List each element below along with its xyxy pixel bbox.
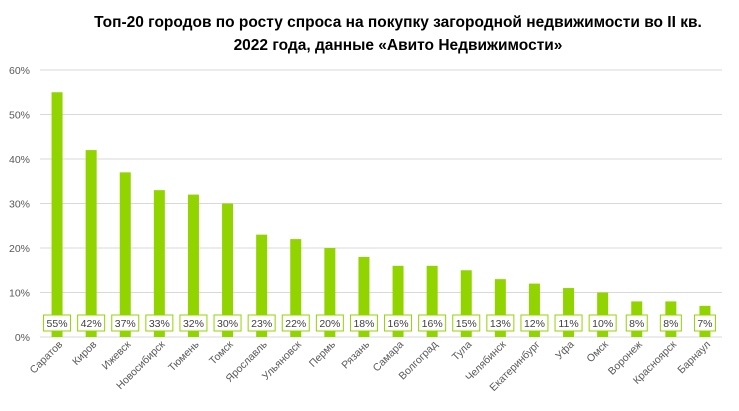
x-tick-label: Уфа <box>553 339 577 363</box>
data-label: 33% <box>149 318 170 330</box>
data-label-box <box>111 314 140 332</box>
chart-title: Топ-20 городов по росту спроса на покупк… <box>94 14 702 54</box>
bar <box>426 265 438 337</box>
bar <box>119 172 131 337</box>
data-label-box <box>179 314 208 332</box>
chart-title-line-2: 2022 года, данные «Авито Недвижимости» <box>234 37 563 54</box>
data-label: 11% <box>558 318 578 330</box>
y-axis: 0% 10% 20% 30% 40% 50% 60% <box>9 65 30 344</box>
data-label: 55% <box>47 318 68 330</box>
x-tick-label: Тюмень <box>166 338 202 374</box>
data-label: 7% <box>697 318 712 330</box>
data-labels: 55% 42% 37% 33% 32% 30% 23% 22% 20% 18% 16% 16% 15% 1… <box>43 314 716 332</box>
x-tick-label: Пермь <box>307 338 338 369</box>
y-tick-label: 10% <box>9 288 30 300</box>
x-tick-label: Тула <box>450 339 475 364</box>
data-label-box <box>418 314 447 332</box>
data-label: 42% <box>81 318 102 330</box>
y-tick-label: 60% <box>9 65 30 77</box>
x-tick-label: Омск <box>584 338 611 365</box>
data-label: 13% <box>490 318 511 330</box>
x-tick-label: Рязань <box>339 338 372 371</box>
x-tick-label: Ижевск <box>100 338 134 372</box>
bar <box>494 279 506 337</box>
gridlines <box>40 69 722 338</box>
data-label: 16% <box>388 318 409 330</box>
data-label-box <box>452 314 481 332</box>
data-label-box <box>145 314 174 332</box>
data-label-box <box>213 314 242 332</box>
bar <box>563 288 575 337</box>
data-label-box <box>625 314 648 332</box>
data-label-box <box>693 314 716 332</box>
data-label: 10% <box>592 318 613 330</box>
x-tick-label: Барнаул <box>675 339 713 377</box>
x-tick-label: Саратов <box>28 338 66 376</box>
data-label: 22% <box>285 318 306 330</box>
bar <box>256 234 268 337</box>
data-label: 32% <box>183 318 204 330</box>
data-label-box <box>315 314 344 332</box>
data-label: 8% <box>663 318 678 330</box>
bar <box>153 190 165 337</box>
y-tick-label: 0% <box>15 332 30 344</box>
x-tick-label: Томск <box>207 338 236 367</box>
data-label: 30% <box>217 318 238 330</box>
data-label-box <box>520 314 549 332</box>
data-label: 16% <box>422 318 443 330</box>
bar <box>528 283 540 337</box>
bar <box>51 92 63 337</box>
data-label: 37% <box>115 318 136 330</box>
data-label: 15% <box>456 318 477 330</box>
data-label-box <box>77 314 106 332</box>
data-label: 8% <box>629 318 644 330</box>
data-label-box <box>554 314 583 332</box>
bar <box>222 203 234 337</box>
y-tick-label: 20% <box>9 243 30 255</box>
data-label-box <box>281 314 310 332</box>
bars <box>51 92 711 337</box>
y-tick-label: 50% <box>9 110 30 122</box>
data-label-box <box>384 314 413 332</box>
bar <box>460 270 472 337</box>
bar <box>358 256 370 337</box>
bar <box>187 194 199 337</box>
data-label-box <box>588 314 617 332</box>
bar <box>85 150 97 337</box>
bar <box>324 248 336 337</box>
x-tick-label: Киров <box>70 338 99 367</box>
bar <box>290 239 302 337</box>
data-label-box <box>659 314 682 332</box>
data-label-box <box>247 314 276 332</box>
y-tick-label: 30% <box>9 199 30 211</box>
y-tick-label: 40% <box>9 154 30 166</box>
data-label-box <box>486 314 515 332</box>
data-label-box <box>349 314 378 332</box>
data-label: 12% <box>524 318 545 330</box>
data-label: 23% <box>251 318 272 330</box>
bar <box>392 265 404 337</box>
data-label-box <box>43 314 72 332</box>
chart-title-line-1: Топ-20 городов по росту спроса на покупк… <box>94 14 702 31</box>
data-label: 18% <box>353 318 374 330</box>
data-label: 20% <box>319 318 340 330</box>
